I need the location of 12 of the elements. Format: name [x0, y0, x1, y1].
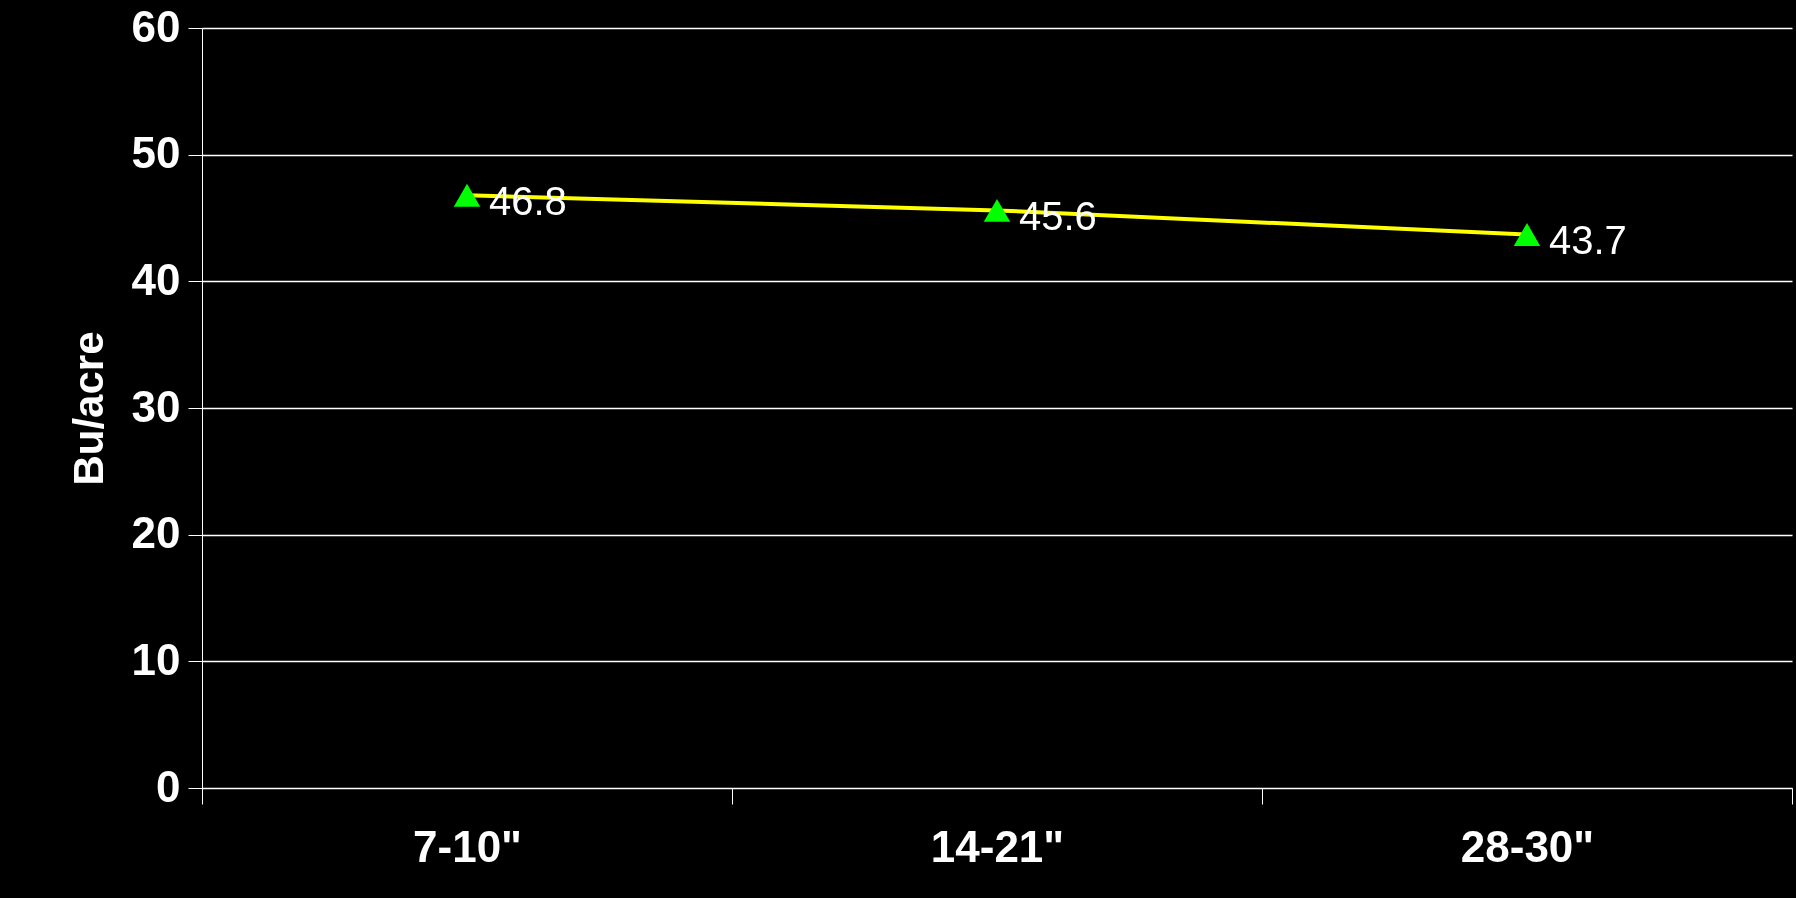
y-tick-label: 0	[156, 761, 181, 811]
y-tick-label: 60	[131, 1, 181, 51]
data-label: 43.7	[1549, 218, 1627, 263]
y-tick-label: 30	[131, 381, 181, 431]
y-tick-label: 20	[131, 508, 181, 558]
y-axis-title: Bu/acre	[64, 331, 112, 486]
x-tick-label: 28-30"	[1460, 821, 1595, 871]
y-tick-label: 40	[131, 254, 181, 304]
x-tick-label: 14-21"	[930, 821, 1065, 871]
x-tick-label: 7-10"	[413, 821, 522, 871]
y-tick-label: 50	[131, 128, 181, 178]
y-tick-label: 10	[131, 634, 181, 684]
